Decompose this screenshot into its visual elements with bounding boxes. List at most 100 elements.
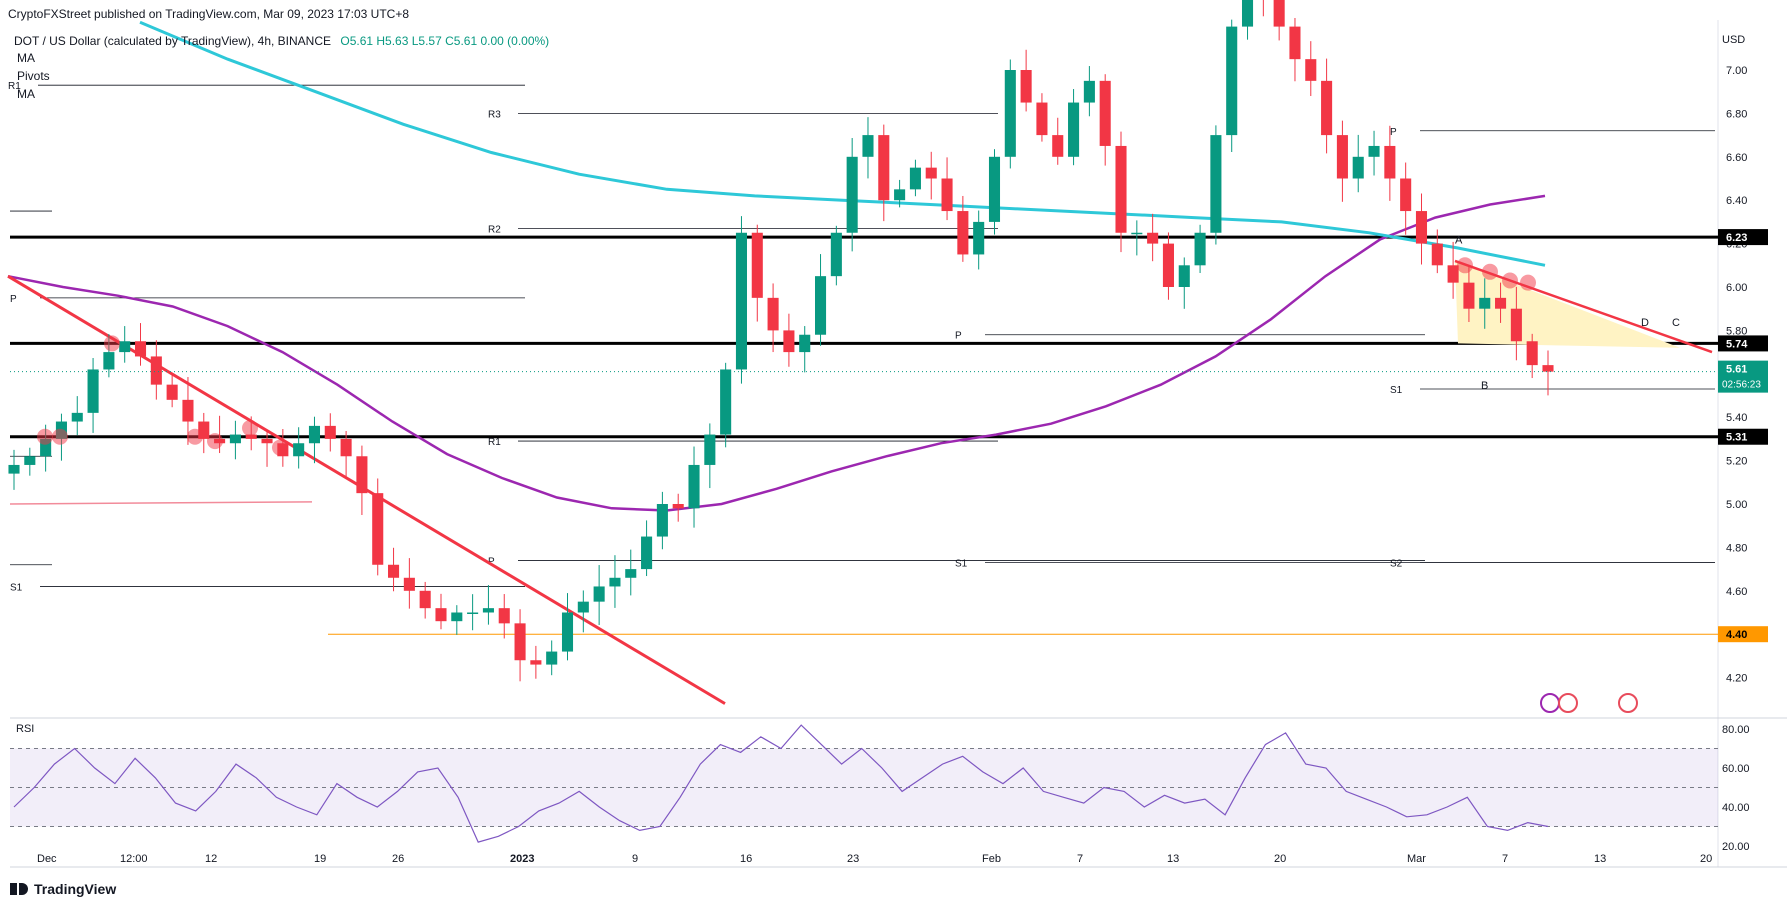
candle-body xyxy=(388,564,400,578)
touch-point-marker xyxy=(1457,257,1473,274)
candle-body xyxy=(87,369,99,413)
candle-body xyxy=(419,590,431,609)
candle-body xyxy=(1289,26,1301,60)
time-tick-label: 12 xyxy=(205,853,217,865)
candle-body xyxy=(498,608,510,624)
candle-body xyxy=(1147,232,1159,244)
candle-body xyxy=(1368,145,1380,157)
pivot-label: P xyxy=(10,294,17,305)
candle-body xyxy=(1068,102,1080,157)
time-tick-label: 7 xyxy=(1502,853,1508,865)
tradingview-logo-icon xyxy=(10,883,28,895)
time-tick-label: 23 xyxy=(847,853,859,865)
price-tick-label: 5.80 xyxy=(1726,325,1747,337)
candle-body xyxy=(815,276,827,335)
touch-point-marker xyxy=(52,428,68,445)
candle-body xyxy=(688,464,700,509)
candle-body xyxy=(735,232,747,370)
symbol-title: DOT / US Dollar (calculated by TradingVi… xyxy=(14,34,332,48)
candle-body xyxy=(609,577,621,587)
touch-point-marker xyxy=(187,428,203,445)
pivot-label: S1 xyxy=(10,582,23,593)
time-tick-label: 19 xyxy=(314,853,326,865)
candle-body xyxy=(467,612,479,614)
candle-body xyxy=(973,221,985,255)
price-label-box xyxy=(1718,360,1768,393)
candle-body xyxy=(482,608,494,613)
candle-body xyxy=(324,425,336,439)
candle-body xyxy=(1447,265,1459,283)
pattern-point-label: A xyxy=(1455,235,1463,247)
pivot-label: P xyxy=(488,556,495,567)
pivot-label: S2 xyxy=(1390,559,1403,570)
candle-body xyxy=(134,341,147,357)
candle-body xyxy=(593,586,605,602)
price-label-text: 5.31 xyxy=(1726,432,1747,444)
price-tick-label: 6.60 xyxy=(1726,152,1747,164)
candle-body xyxy=(988,156,1001,222)
candle-body xyxy=(103,352,115,370)
touch-point-marker xyxy=(242,420,258,437)
rsi-tick-label: 40.00 xyxy=(1722,802,1750,814)
candle-body xyxy=(577,601,589,613)
rsi-line xyxy=(13,724,1549,843)
currency-label: USD xyxy=(1722,34,1745,46)
price-label-box xyxy=(1718,335,1768,352)
price-tick-label: 5.00 xyxy=(1726,499,1747,511)
candle-body xyxy=(8,464,20,474)
candle-body xyxy=(704,434,716,465)
candle-body xyxy=(1542,365,1554,372)
lightning-event-icon xyxy=(1540,693,1560,713)
touch-point-marker xyxy=(272,439,288,456)
price-label-text: 5.61 xyxy=(1726,364,1747,376)
rsi-tick-label: 20.00 xyxy=(1722,841,1750,853)
price-tick-label: 5.40 xyxy=(1726,412,1747,424)
candle-body xyxy=(830,232,842,277)
candle-body xyxy=(641,536,653,570)
candle-body xyxy=(1273,0,1285,27)
price-label-box xyxy=(1718,229,1768,246)
pivot-label: S1 xyxy=(1390,385,1403,396)
pivot-label: P xyxy=(1390,127,1397,138)
candle-body xyxy=(514,623,526,661)
candle-body xyxy=(119,341,131,353)
candle-body xyxy=(878,135,890,201)
candle-body xyxy=(1162,243,1174,287)
candle-body xyxy=(182,399,194,422)
candle-body xyxy=(1415,211,1428,244)
candle-body xyxy=(561,612,574,652)
candle-body xyxy=(1305,59,1317,81)
time-tick-label: Feb xyxy=(982,853,1001,865)
indicator-pivots-label[interactable]: Pivots xyxy=(17,69,50,83)
indicator-ma2-label[interactable]: MA xyxy=(17,87,35,101)
us-flag-event-icon xyxy=(1558,693,1578,713)
candle-body xyxy=(1115,145,1127,233)
time-tick-label: 16 xyxy=(740,853,752,865)
touch-point-marker xyxy=(1482,263,1498,280)
published-line: CryptoFXStreet published on TradingView.… xyxy=(8,7,409,21)
candle-body xyxy=(308,425,321,444)
price-tick-label: 4.20 xyxy=(1726,673,1747,685)
time-tick-label: 7 xyxy=(1077,853,1083,865)
candle-body xyxy=(1226,26,1238,136)
candle-body xyxy=(71,412,83,422)
ohlc-values: O5.61 H5.63 L5.57 C5.61 0.00 (0.00%) xyxy=(340,34,550,48)
touch-point-marker xyxy=(207,433,223,450)
candle-body xyxy=(720,369,732,435)
time-tick-label: Dec xyxy=(37,853,57,865)
price-tick-label: 4.80 xyxy=(1726,542,1747,554)
candle-body xyxy=(1526,341,1538,366)
pivot-label: R2 xyxy=(488,224,501,235)
indicator-ma-label[interactable]: MA xyxy=(17,51,35,65)
tradingview-logo[interactable]: TradingView xyxy=(10,881,116,897)
candle-body xyxy=(941,178,953,212)
candle-body xyxy=(1004,70,1016,157)
pivot-label: R3 xyxy=(488,109,501,120)
pivot-label: R1 xyxy=(8,81,21,92)
candle-body xyxy=(846,156,858,233)
candle-body xyxy=(451,612,463,622)
candle-body xyxy=(1241,0,1254,27)
price-tick-label: 6.40 xyxy=(1726,195,1747,207)
candle-body xyxy=(1479,297,1491,309)
